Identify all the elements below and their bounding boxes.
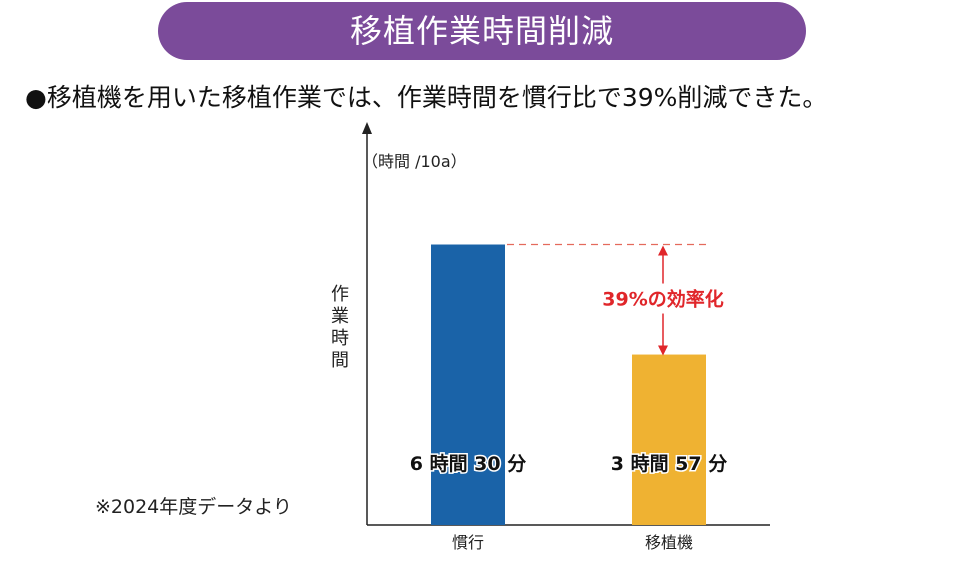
bar-kanko [431, 244, 505, 525]
y-axis-label-char: 作 [331, 284, 349, 305]
y-axis-label-char: 業 [331, 306, 349, 327]
category-label-ishokuki: 移植機 [645, 533, 693, 552]
y-axis-arrow [362, 122, 372, 134]
category-label-kanko: 慣行 [452, 533, 484, 552]
y-unit-label: （時間 /10a） [362, 152, 467, 171]
y-axis-label-char: 時 [331, 328, 349, 349]
value-label-kanko: 6 時間 30 分 [410, 453, 527, 475]
y-axis-label: 作業時間 [331, 284, 349, 371]
efficiency-annotation: 39%の効率化 [602, 288, 723, 311]
footnote: ※2024年度データより [95, 496, 292, 518]
title-banner: 移植作業時間削減 [158, 2, 806, 60]
y-axis-label-char: 間 [331, 350, 349, 371]
page-title: 移植作業時間削減 [349, 12, 614, 50]
value-label-ishokuki: 3 時間 57 分 [611, 453, 728, 475]
subtitle: ●移植機を用いた移植作業では、作業時間を慣行比で39%削減できた。 [25, 83, 828, 112]
bar-ishokuki [632, 354, 706, 525]
